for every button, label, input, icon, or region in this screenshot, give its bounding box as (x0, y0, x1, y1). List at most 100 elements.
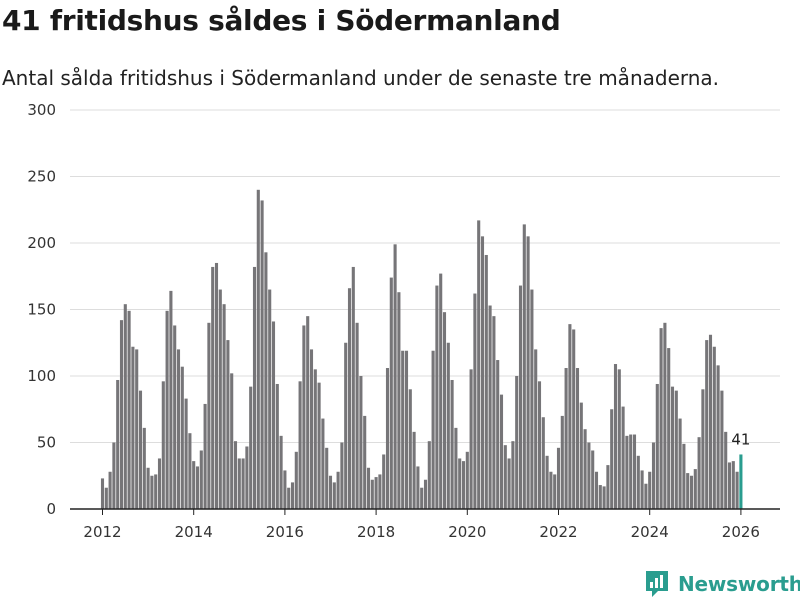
bar (119, 320, 124, 509)
bar (473, 293, 477, 509)
bar (564, 368, 568, 509)
bar (256, 189, 260, 510)
bar (693, 469, 697, 509)
bar (199, 450, 203, 509)
bar (667, 348, 671, 509)
x-tick-label: 2012 (83, 523, 121, 541)
bar (127, 310, 131, 509)
x-tick-label: 2026 (722, 523, 760, 541)
x-tick-label: 2024 (631, 523, 669, 541)
bar (340, 442, 344, 509)
bar (192, 461, 196, 509)
bar (511, 441, 515, 509)
bar (211, 266, 215, 509)
bar (560, 415, 564, 509)
bar (518, 285, 523, 509)
bar (336, 471, 340, 509)
bar (556, 447, 561, 509)
bar (241, 458, 245, 509)
bar (161, 381, 165, 509)
bar (176, 349, 181, 509)
x-tick-label: 2022 (539, 523, 577, 541)
bar (328, 475, 333, 509)
chart-title: 41 fritidshus såldes i Södermanland (2, 4, 561, 37)
chart-subtitle: Antal sålda fritidshus i Södermanland un… (2, 66, 720, 90)
bar (222, 304, 226, 509)
newsworthy-icon (646, 571, 668, 597)
bar (184, 398, 188, 509)
bar (636, 455, 640, 509)
bar (442, 312, 447, 509)
bar (553, 474, 557, 509)
bar (325, 447, 329, 509)
bar (446, 342, 450, 509)
bar (146, 467, 150, 509)
bar (731, 461, 735, 509)
bar (568, 324, 572, 509)
bar (169, 290, 173, 509)
bar (461, 461, 466, 509)
bar (613, 364, 618, 509)
bar (397, 292, 401, 509)
bar (712, 346, 716, 509)
bar (716, 365, 720, 509)
bar (534, 349, 538, 509)
bar (427, 441, 431, 509)
bar (412, 431, 416, 509)
bar (640, 470, 644, 509)
bar (165, 310, 169, 509)
bar (359, 376, 363, 509)
bar (602, 486, 606, 509)
bar (621, 406, 625, 509)
bar (708, 334, 713, 509)
bar (423, 479, 428, 509)
bar (264, 252, 268, 509)
bar (674, 390, 678, 509)
bar (450, 379, 454, 509)
bar (294, 451, 298, 509)
bar (648, 471, 652, 509)
bar (142, 427, 146, 509)
bar (439, 273, 443, 509)
bar (363, 415, 367, 509)
bar (123, 304, 127, 509)
bar (260, 200, 264, 509)
bar (499, 394, 504, 509)
bar (465, 451, 469, 509)
bar (214, 262, 219, 509)
bar (416, 466, 420, 509)
bar (154, 474, 158, 509)
x-tick-label: 2018 (357, 523, 395, 541)
bar (389, 277, 393, 509)
brand-name: Newsworthy (678, 572, 800, 596)
newsworthy-logo: Newsworthy (644, 568, 800, 600)
bar (572, 329, 576, 509)
bar (689, 475, 694, 509)
bar (195, 466, 200, 509)
bar (655, 383, 659, 509)
bar (530, 289, 534, 509)
bar (230, 373, 234, 509)
bar (385, 368, 390, 509)
bar (374, 477, 378, 509)
bar (302, 325, 306, 509)
bar (283, 470, 287, 509)
bar (575, 368, 580, 509)
bar (617, 369, 621, 509)
y-tick-label: 250 (27, 168, 56, 186)
bar (279, 435, 283, 509)
bar (226, 340, 230, 509)
bar (606, 465, 610, 509)
bar (370, 479, 374, 509)
bar (507, 458, 511, 509)
bar (583, 429, 587, 509)
data-labels: 41 (731, 430, 750, 448)
bar (488, 305, 492, 509)
bar (477, 220, 481, 509)
bar (317, 382, 321, 509)
bar (150, 475, 154, 509)
bar (306, 316, 310, 509)
bar (404, 350, 409, 509)
bar (366, 467, 371, 509)
